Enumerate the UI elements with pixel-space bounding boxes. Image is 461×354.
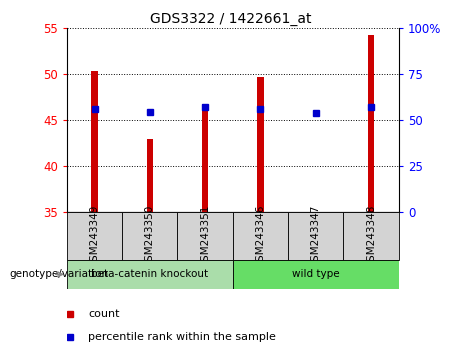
Bar [202, 104, 208, 212]
Bar [288, 212, 343, 260]
Text: count: count [89, 309, 120, 319]
Text: GSM243348: GSM243348 [366, 205, 376, 268]
Bar [257, 77, 264, 212]
Bar [343, 212, 399, 260]
Bar [122, 212, 177, 260]
Bar [233, 212, 288, 260]
Bar [91, 71, 98, 212]
Text: GSM243351: GSM243351 [200, 205, 210, 268]
Bar [233, 260, 399, 289]
Text: GSM243350: GSM243350 [145, 205, 155, 268]
Text: GSM243346: GSM243346 [255, 205, 266, 268]
Bar [67, 260, 233, 289]
Text: beta-catenin knockout: beta-catenin knockout [91, 269, 208, 279]
Bar [67, 212, 122, 260]
Bar [147, 139, 153, 212]
Text: GSM243349: GSM243349 [89, 205, 100, 268]
Bar [177, 212, 233, 260]
Bar [313, 212, 319, 219]
Bar [368, 35, 374, 212]
Text: genotype/variation: genotype/variation [9, 269, 108, 279]
Text: GSM243347: GSM243347 [311, 205, 321, 268]
Text: GDS3322 / 1422661_at: GDS3322 / 1422661_at [150, 12, 311, 27]
Text: wild type: wild type [292, 269, 340, 279]
Text: percentile rank within the sample: percentile rank within the sample [89, 332, 276, 342]
